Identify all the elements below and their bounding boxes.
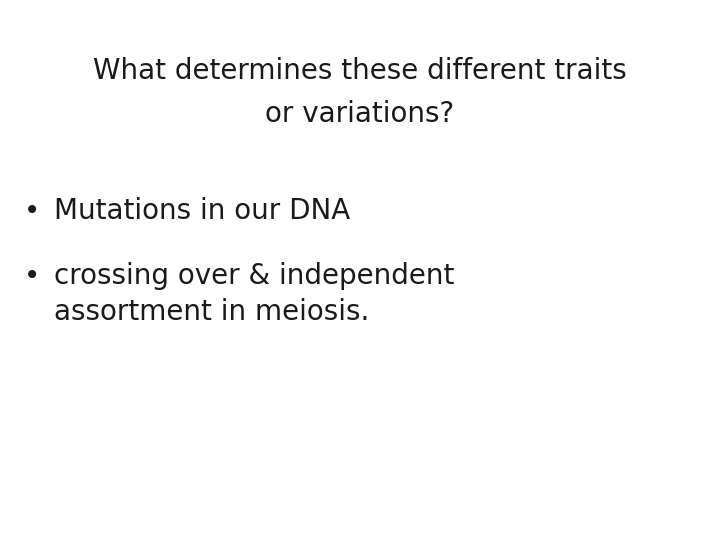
Text: Mutations in our DNA: Mutations in our DNA (54, 197, 350, 225)
Text: What determines these different traits: What determines these different traits (93, 57, 627, 85)
Text: or variations?: or variations? (266, 100, 454, 128)
Text: •: • (24, 262, 40, 290)
Text: crossing over & independent
assortment in meiosis.: crossing over & independent assortment i… (54, 262, 454, 326)
Text: •: • (24, 197, 40, 225)
